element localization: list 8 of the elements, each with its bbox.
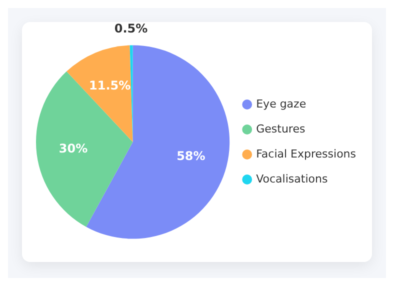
legend-label: Facial Expressions (256, 147, 356, 160)
legend-label: Eye gaze (256, 97, 306, 110)
legend-label: Vocalisations (256, 172, 328, 186)
data-label: 0.5% (114, 21, 148, 36)
data-label: 30% (58, 142, 88, 156)
legend-label: Gestures (256, 122, 306, 136)
data-label: 58% (176, 149, 206, 164)
data-label: 11.5% (89, 78, 131, 93)
